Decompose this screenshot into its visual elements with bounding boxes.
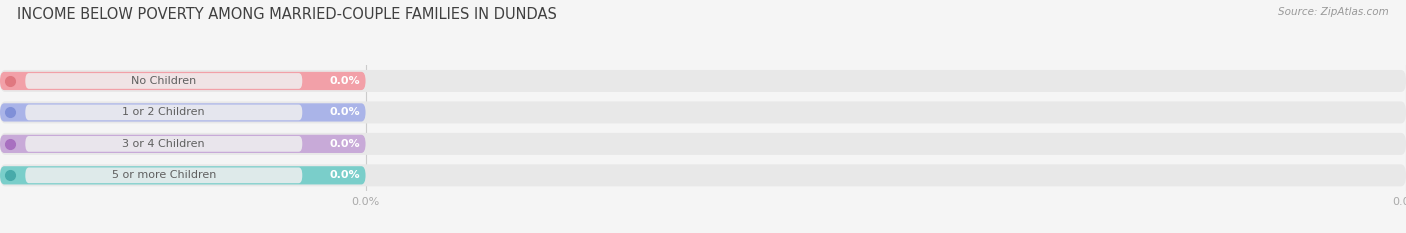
Text: 0.0%: 0.0% xyxy=(329,139,360,149)
Text: 0.0%: 0.0% xyxy=(329,170,360,180)
Text: 0.0%: 0.0% xyxy=(329,76,360,86)
FancyBboxPatch shape xyxy=(0,70,1406,92)
FancyBboxPatch shape xyxy=(0,164,1406,186)
Text: 3 or 4 Children: 3 or 4 Children xyxy=(122,139,205,149)
FancyBboxPatch shape xyxy=(25,105,302,120)
FancyBboxPatch shape xyxy=(0,103,366,122)
Text: No Children: No Children xyxy=(131,76,197,86)
Text: INCOME BELOW POVERTY AMONG MARRIED-COUPLE FAMILIES IN DUNDAS: INCOME BELOW POVERTY AMONG MARRIED-COUPL… xyxy=(17,7,557,22)
FancyBboxPatch shape xyxy=(0,101,1406,123)
Text: 5 or more Children: 5 or more Children xyxy=(111,170,217,180)
Text: 0.0%: 0.0% xyxy=(329,107,360,117)
FancyBboxPatch shape xyxy=(0,133,1406,155)
Text: Source: ZipAtlas.com: Source: ZipAtlas.com xyxy=(1278,7,1389,17)
FancyBboxPatch shape xyxy=(25,136,302,152)
Text: 1 or 2 Children: 1 or 2 Children xyxy=(122,107,205,117)
FancyBboxPatch shape xyxy=(25,73,302,89)
FancyBboxPatch shape xyxy=(0,72,366,90)
FancyBboxPatch shape xyxy=(0,135,366,153)
FancyBboxPatch shape xyxy=(0,166,366,185)
FancyBboxPatch shape xyxy=(25,168,302,183)
